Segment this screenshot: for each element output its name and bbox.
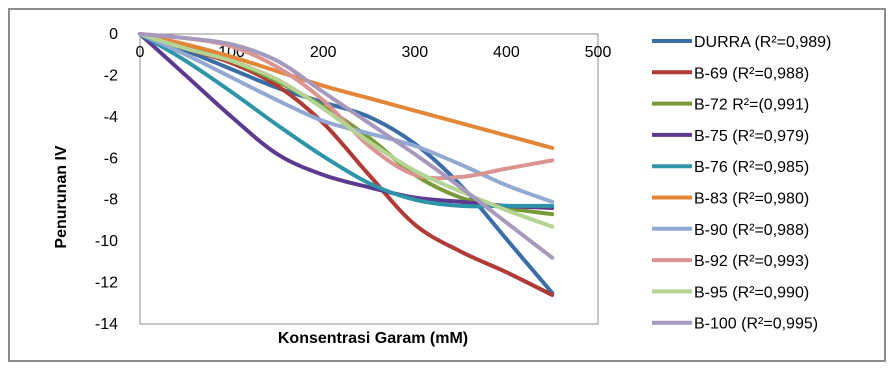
series-line-6 (138, 32, 555, 150)
x-tick-label: 500 (585, 44, 612, 61)
legend-label-5: B-76 (R²=0,985) (694, 159, 809, 176)
legend-label-1: DURRA (R²=0,989) (694, 34, 831, 51)
y-tick-label: -14 (95, 316, 118, 333)
y-tick-label: -12 (95, 275, 118, 292)
legend-label-7: B-90 (R²=0,988) (694, 222, 809, 239)
legend-label-9: B-95 (R²=0,990) (694, 284, 809, 301)
series-line-9 (138, 32, 555, 229)
legend-label-8: B-92 (R²=0,993) (694, 253, 809, 270)
x-tick-label: 0 (136, 44, 145, 61)
y-tick-label: -10 (95, 233, 118, 250)
y-tick-label: -6 (104, 150, 118, 167)
series-line-7 (138, 32, 555, 204)
y-tick-label: -8 (104, 192, 118, 209)
series-line-10 (138, 32, 555, 260)
legend-label-10: B-100 (R²=0,995) (694, 316, 818, 333)
legend-label-3: B-72 R²=(0,991) (694, 97, 809, 114)
line-chart: 0-2-4-6-8-10-12-140 100 200 300 400 500 Penur… (53, 26, 831, 347)
x-axis-label: Konsentrasi Garam (mM) (278, 330, 468, 347)
series-layer (138, 32, 555, 297)
axes: 0-2-4-6-8-10-12-140 100 200 300 400 500 (95, 26, 612, 333)
legend-label-6: B-83 (R²=0,980) (694, 191, 809, 208)
y-tick-label: -4 (104, 109, 118, 126)
legend: DURRA (R²=0,989) B-69 (R²=0,988) B-72 R²=(… (652, 34, 831, 333)
x-tick-label: 300 (401, 44, 428, 61)
y-tick-label: 0 (109, 26, 118, 43)
y-tick-label: -2 (104, 67, 118, 84)
chart-frame: 0 -2 -4 -6 -8 -10 -12 -14 0 100 200 300 400 500 Penur… (8, 8, 886, 362)
y-axis-label: Penurunan IV (53, 145, 70, 248)
x-tick-label: 400 (493, 44, 520, 61)
legend-label-2: B-69 (R²=0,988) (694, 65, 809, 82)
legend-label-4: B-75 (R²=0,979) (694, 128, 809, 145)
x-tick-label: 200 (310, 44, 337, 61)
